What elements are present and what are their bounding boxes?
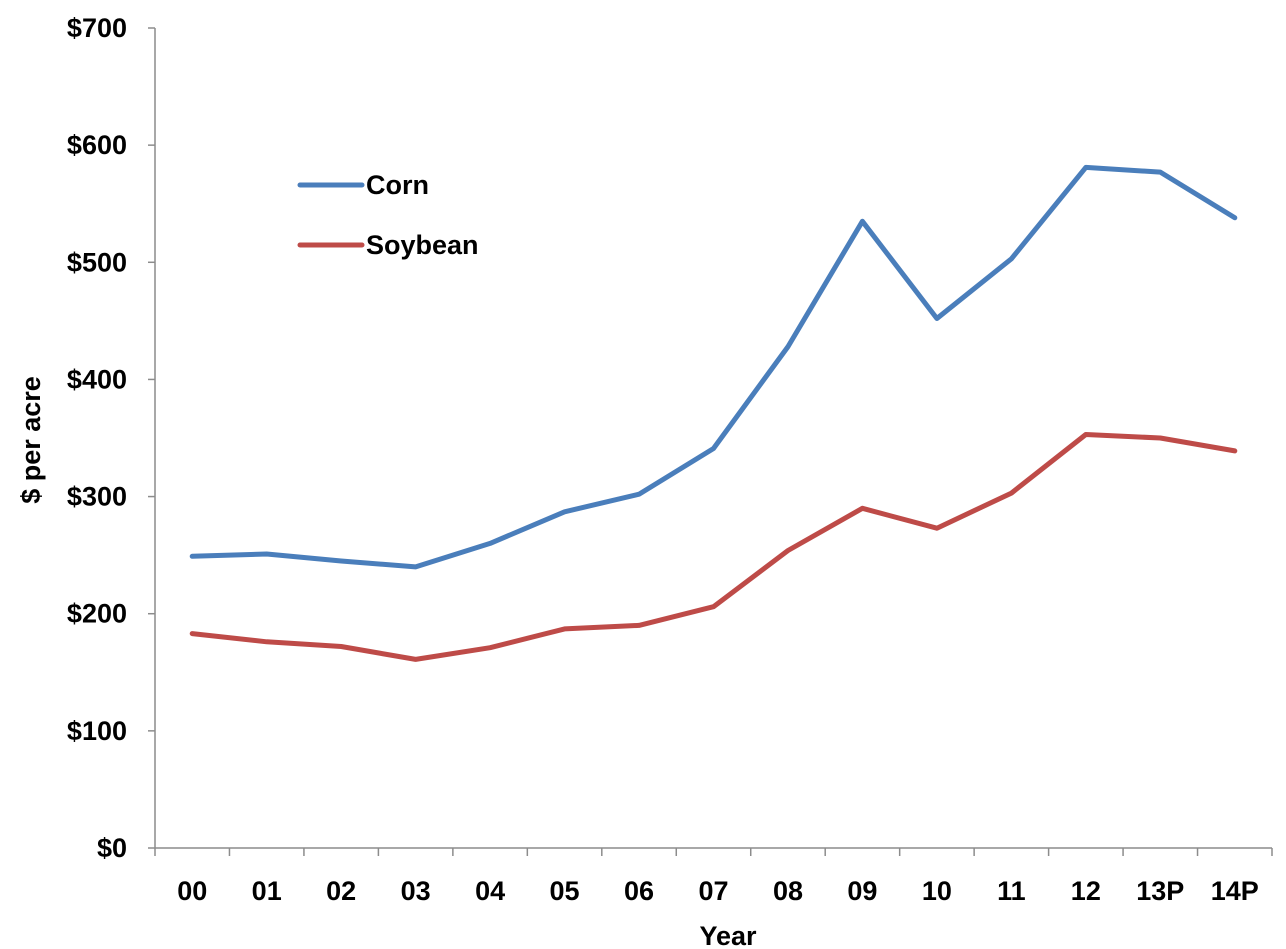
series-line-corn: [189, 164, 1238, 570]
y-tick-label: $500: [67, 247, 127, 277]
x-tick-label: 04: [475, 876, 505, 906]
x-tick-label: 02: [326, 876, 356, 906]
x-axis-title: Year: [699, 921, 757, 949]
y-tick-label: $100: [67, 716, 127, 746]
x-tick-label: 06: [624, 876, 654, 906]
series-line-soybean: [189, 432, 1238, 662]
y-axis-title: $ per acre: [16, 376, 46, 504]
y-tick-label: $300: [67, 482, 127, 512]
x-tick-label: 03: [401, 876, 431, 906]
y-tick-label: $0: [97, 833, 127, 863]
legend-label-corn: Corn: [366, 170, 429, 200]
x-tick-label: 00: [177, 876, 207, 906]
x-tick-label: 12: [1071, 876, 1101, 906]
y-tick-label: $200: [67, 599, 127, 629]
y-tick-label: $600: [67, 130, 127, 160]
y-tick-label: $700: [67, 13, 127, 43]
x-tick-label: 09: [847, 876, 877, 906]
x-tick-label: 01: [252, 876, 282, 906]
x-tick-label: 13P: [1136, 876, 1184, 906]
x-tick-label: 08: [773, 876, 803, 906]
x-tick-label: 10: [922, 876, 952, 906]
x-tick-label: 11: [997, 876, 1026, 906]
x-axis: 00 01 02 03 04 05 06 07 08 09 10 11 12 13P 14P: [154, 847, 1273, 906]
legend: Corn Soybean: [297, 170, 479, 260]
x-tick-label: 14P: [1211, 876, 1259, 906]
y-tick-label: $400: [67, 364, 127, 394]
y-axis: $0 $100 $200 $300 $400 $500 $600 $700: [67, 13, 156, 863]
legend-label-soybean: Soybean: [366, 230, 479, 260]
x-tick-label: 05: [550, 876, 580, 906]
x-tick-label: 07: [698, 876, 728, 906]
series-layer: [189, 164, 1238, 662]
